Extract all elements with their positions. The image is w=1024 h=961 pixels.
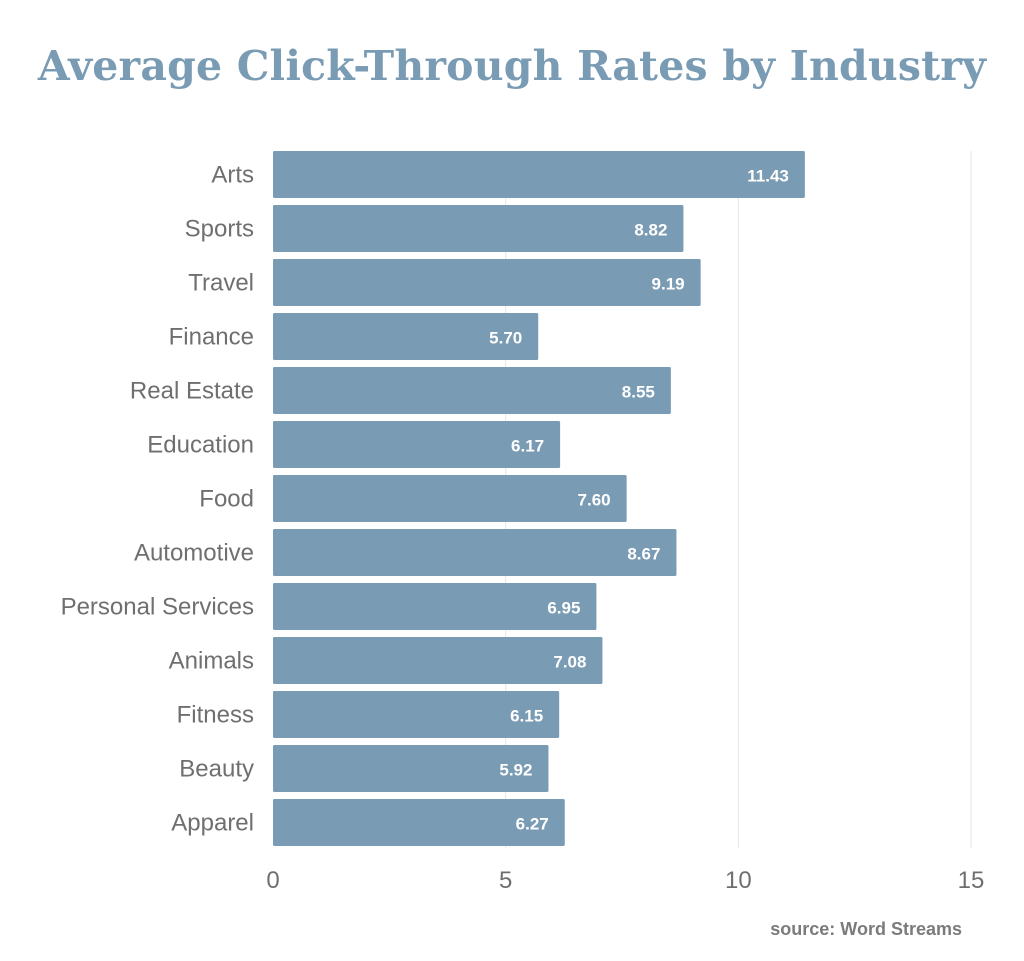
bar-value-label: 6.17 <box>511 437 544 456</box>
bar <box>273 583 597 630</box>
source-note: source: Word Streams <box>770 919 962 939</box>
bars: 11.43 8.82 9.19 5.70 8.55 6.17 7.60 8.67 6.95 7.0… <box>273 151 805 846</box>
category-label: Automotive <box>134 540 254 567</box>
category-label: Sports <box>185 216 254 243</box>
category-label: Arts <box>211 162 254 189</box>
category-label: Travel <box>188 270 254 297</box>
category-label: Fitness <box>177 702 254 729</box>
bar <box>273 637 603 684</box>
category-label: Beauty <box>179 756 254 783</box>
bar-value-label: 7.08 <box>553 653 586 672</box>
bar <box>273 799 565 846</box>
bar-value-label: 6.27 <box>516 815 549 834</box>
chart-title: Average Click-Through Rates by Industry <box>37 42 987 90</box>
bar-value-label: 5.92 <box>499 761 532 780</box>
bar-value-label: 5.70 <box>489 329 522 348</box>
x-tick-label: 15 <box>958 867 985 894</box>
bar-value-label: 9.19 <box>652 275 685 294</box>
bar <box>273 367 671 414</box>
category-label: Apparel <box>171 810 254 837</box>
bar-value-label: 7.60 <box>578 491 611 510</box>
bar-value-label: 6.95 <box>547 599 580 618</box>
bar-value-label: 6.15 <box>510 707 543 726</box>
bar <box>273 205 684 252</box>
x-tick-label: 10 <box>725 867 752 894</box>
category-label: Food <box>199 486 254 513</box>
bar <box>273 313 539 360</box>
category-label: Real Estate <box>130 378 254 405</box>
bar <box>273 745 549 792</box>
bar <box>273 691 560 738</box>
category-label: Education <box>147 432 254 459</box>
x-tick-label: 5 <box>499 867 512 894</box>
bar-value-label: 8.82 <box>634 221 667 240</box>
bar <box>273 151 805 198</box>
category-label: Finance <box>169 324 254 351</box>
bar <box>273 529 677 576</box>
bar-value-label: 8.67 <box>627 545 660 564</box>
bar <box>273 475 627 522</box>
x-axis-ticks: 0 5 10 15 <box>266 867 984 894</box>
category-labels: Arts Sports Travel Finance Real Estate Educat… <box>61 162 254 837</box>
bar-value-label: 8.55 <box>622 383 655 402</box>
bar <box>273 421 561 468</box>
category-label: Personal Services <box>61 594 254 621</box>
x-tick-label: 0 <box>266 867 279 894</box>
bar-value-label: 11.43 <box>747 167 789 186</box>
category-label: Animals <box>169 648 254 675</box>
bar <box>273 259 701 306</box>
